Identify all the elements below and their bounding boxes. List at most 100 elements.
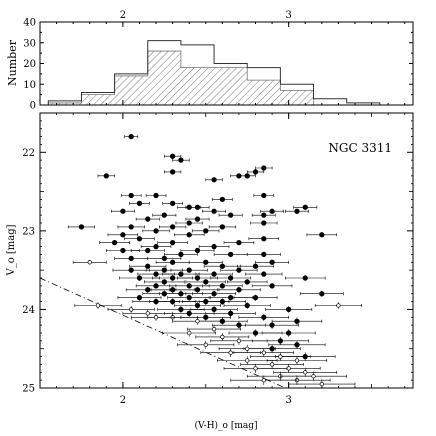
data-point-filled — [140, 243, 172, 250]
histogram-y-tick-label: 20 — [23, 59, 36, 70]
data-point-filled — [220, 267, 258, 273]
data-point-filled — [251, 283, 293, 289]
data-point-filled — [97, 173, 115, 179]
data-point-filled — [198, 243, 230, 250]
scatter-annotation: NGC 3311 — [328, 141, 392, 155]
scatter-x-tick-label: 2 — [120, 395, 126, 406]
data-point-filled — [107, 232, 139, 238]
data-point-filled — [164, 309, 215, 317]
data-point-filled — [245, 321, 299, 329]
data-point-open — [177, 340, 235, 349]
scatter-frame — [39, 112, 414, 389]
data-point-filled — [147, 255, 182, 262]
histogram-y-tick-label: 40 — [23, 18, 36, 29]
data-point-open — [240, 359, 304, 369]
histogram-bar-hatched — [147, 51, 181, 105]
data-point-filled — [129, 263, 167, 269]
histogram-x-tick-label: 3 — [285, 10, 291, 21]
histogram-bar-hatched — [81, 94, 115, 105]
data-point-filled — [190, 306, 238, 313]
histogram-y-tick-label: 30 — [23, 38, 36, 49]
data-point-filled — [248, 236, 280, 242]
data-point-filled — [230, 173, 248, 179]
scatter-x-tick-label: 3 — [285, 395, 291, 406]
data-point-open — [72, 259, 107, 265]
data-point-open — [288, 379, 356, 388]
data-point-filled — [124, 133, 139, 140]
data-point-filled — [135, 283, 177, 289]
data-point-filled — [120, 192, 142, 199]
data-point-open — [280, 371, 347, 381]
histogram-bars — [47, 40, 381, 105]
data-point-filled — [172, 157, 190, 163]
data-point-filled — [285, 208, 309, 214]
data-point-filled — [180, 247, 215, 254]
data-point-filled — [99, 239, 130, 246]
data-point-filled — [188, 259, 223, 265]
data-point-filled — [208, 224, 236, 230]
data-point-filled — [152, 275, 193, 281]
data-point-filled — [246, 169, 265, 175]
histogram-bar-hatched — [114, 75, 148, 105]
data-point-open — [74, 302, 122, 309]
histogram-y-ticks: 0 10 20 30 40 — [23, 18, 413, 112]
data-point-open — [233, 348, 294, 357]
data-point-filled — [164, 251, 198, 258]
data-point-filled — [137, 271, 175, 277]
histogram-y-tick-label: 10 — [23, 80, 36, 91]
data-point-filled — [173, 302, 221, 309]
data-point-open — [210, 336, 268, 345]
data-point-filled — [164, 153, 182, 159]
data-point-open — [122, 309, 173, 317]
data-point-open — [195, 333, 250, 341]
data-point-filled — [185, 204, 210, 210]
data-point-filled — [250, 220, 278, 226]
data-point-filled — [170, 267, 208, 273]
data-point-filled — [265, 306, 313, 313]
data-point-filled — [130, 247, 165, 254]
data-point-open — [218, 344, 276, 353]
histogram-bar-hatched — [247, 80, 281, 105]
scatter-y-ticks: 22 23 24 25 — [22, 120, 413, 395]
data-point-filled — [255, 165, 273, 171]
data-point-filled — [162, 271, 200, 277]
data-point-filled — [251, 212, 276, 218]
data-point-filled — [233, 294, 278, 301]
scatter-x-label: (V-H)_o [mag] — [194, 420, 257, 431]
data-point-open — [250, 352, 311, 361]
data-point-filled — [185, 216, 210, 222]
data-point-filled — [306, 232, 338, 238]
data-point-filled — [223, 302, 271, 309]
data-point-open — [314, 302, 362, 309]
data-point-filled — [142, 290, 187, 297]
data-point-filled — [144, 279, 185, 285]
histogram-bar-open — [47, 40, 381, 105]
data-point-filled — [293, 204, 318, 210]
data-point-filled — [228, 329, 283, 337]
histogram-y-tick-label: 0 — [30, 101, 36, 112]
histogram-bar-hatched — [48, 102, 82, 105]
data-point-open — [230, 375, 298, 385]
data-point-filled — [152, 212, 177, 218]
data-point-open — [130, 313, 182, 321]
data-point-open — [172, 317, 223, 325]
data-point-filled — [157, 239, 188, 246]
data-point-filled — [132, 298, 180, 305]
data-point-filled — [114, 255, 149, 262]
data-point-filled — [135, 216, 160, 222]
data-point-filled — [112, 267, 150, 273]
histogram-bar-hatched — [180, 67, 215, 105]
data-point-filled — [162, 200, 183, 207]
data-point-filled — [119, 275, 160, 281]
data-point-open — [223, 363, 288, 373]
data-point-open — [162, 329, 217, 337]
data-point-filled — [175, 220, 203, 226]
scatter-y-tick-label: 24 — [22, 305, 35, 316]
data-point-filled — [255, 259, 289, 265]
data-point-filled — [236, 263, 275, 269]
data-point-filled — [159, 224, 187, 230]
histogram-x-tick-label: 2 — [120, 10, 126, 21]
data-point-filled — [124, 236, 155, 242]
